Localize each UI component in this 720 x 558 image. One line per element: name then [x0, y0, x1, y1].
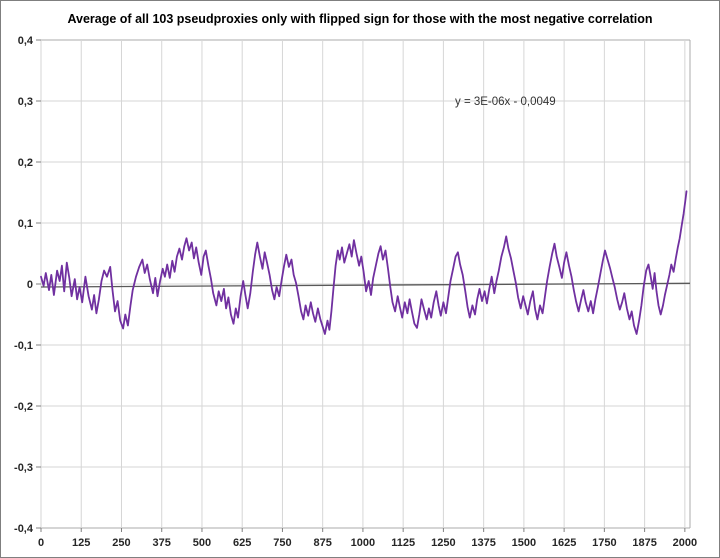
x-tick-label: 1875 [632, 537, 656, 549]
x-tick-label: 1750 [592, 537, 616, 549]
x-axis-tick-labels: 0 125 250 375 500 625 750 875 1000 1125 1250 1375 15… [38, 537, 697, 549]
x-tick-label: 1250 [431, 537, 455, 549]
y-tick-label: -0,4 [14, 523, 34, 535]
y-tick-label: -0,1 [14, 340, 33, 352]
x-tick-label: 625 [233, 537, 251, 549]
y-tick-label: -0,3 [14, 462, 33, 474]
x-tick-label: 0 [38, 537, 44, 549]
chart-title: Average of all 103 pseudproxies only wit… [67, 12, 652, 26]
series-line[interactable] [40, 190, 688, 335]
x-tick-label: 125 [72, 537, 90, 549]
x-tick-label: 1375 [471, 537, 495, 549]
y-tick-label: -0,2 [14, 401, 33, 413]
x-tick-label: 750 [273, 537, 291, 549]
x-tick-label: 875 [314, 537, 332, 549]
x-tick-label: 375 [153, 537, 171, 549]
y-tick-label: 0,1 [18, 218, 33, 230]
y-tick-label: 0,2 [18, 157, 33, 169]
y-tick-label: 0,3 [18, 96, 33, 108]
x-tick-label: 2000 [673, 537, 697, 549]
x-tick-label: 1625 [552, 537, 576, 549]
x-tick-label: 250 [112, 537, 130, 549]
axis-tick-marks [36, 39, 686, 532]
trendline-equation-label: y = 3E-06x - 0,0049 [455, 96, 556, 108]
y-tick-label: 0 [27, 279, 33, 291]
y-tick-label: 0,4 [18, 35, 34, 47]
x-tick-label: 1500 [512, 537, 536, 549]
x-tick-label: 500 [193, 537, 211, 549]
x-tick-label: 1000 [351, 537, 375, 549]
x-tick-label: 1125 [391, 537, 415, 549]
y-axis-tick-labels: 0,4 0,3 0,2 0,1 0 -0,1 -0,2 -0,3 -0,4 [14, 35, 34, 535]
